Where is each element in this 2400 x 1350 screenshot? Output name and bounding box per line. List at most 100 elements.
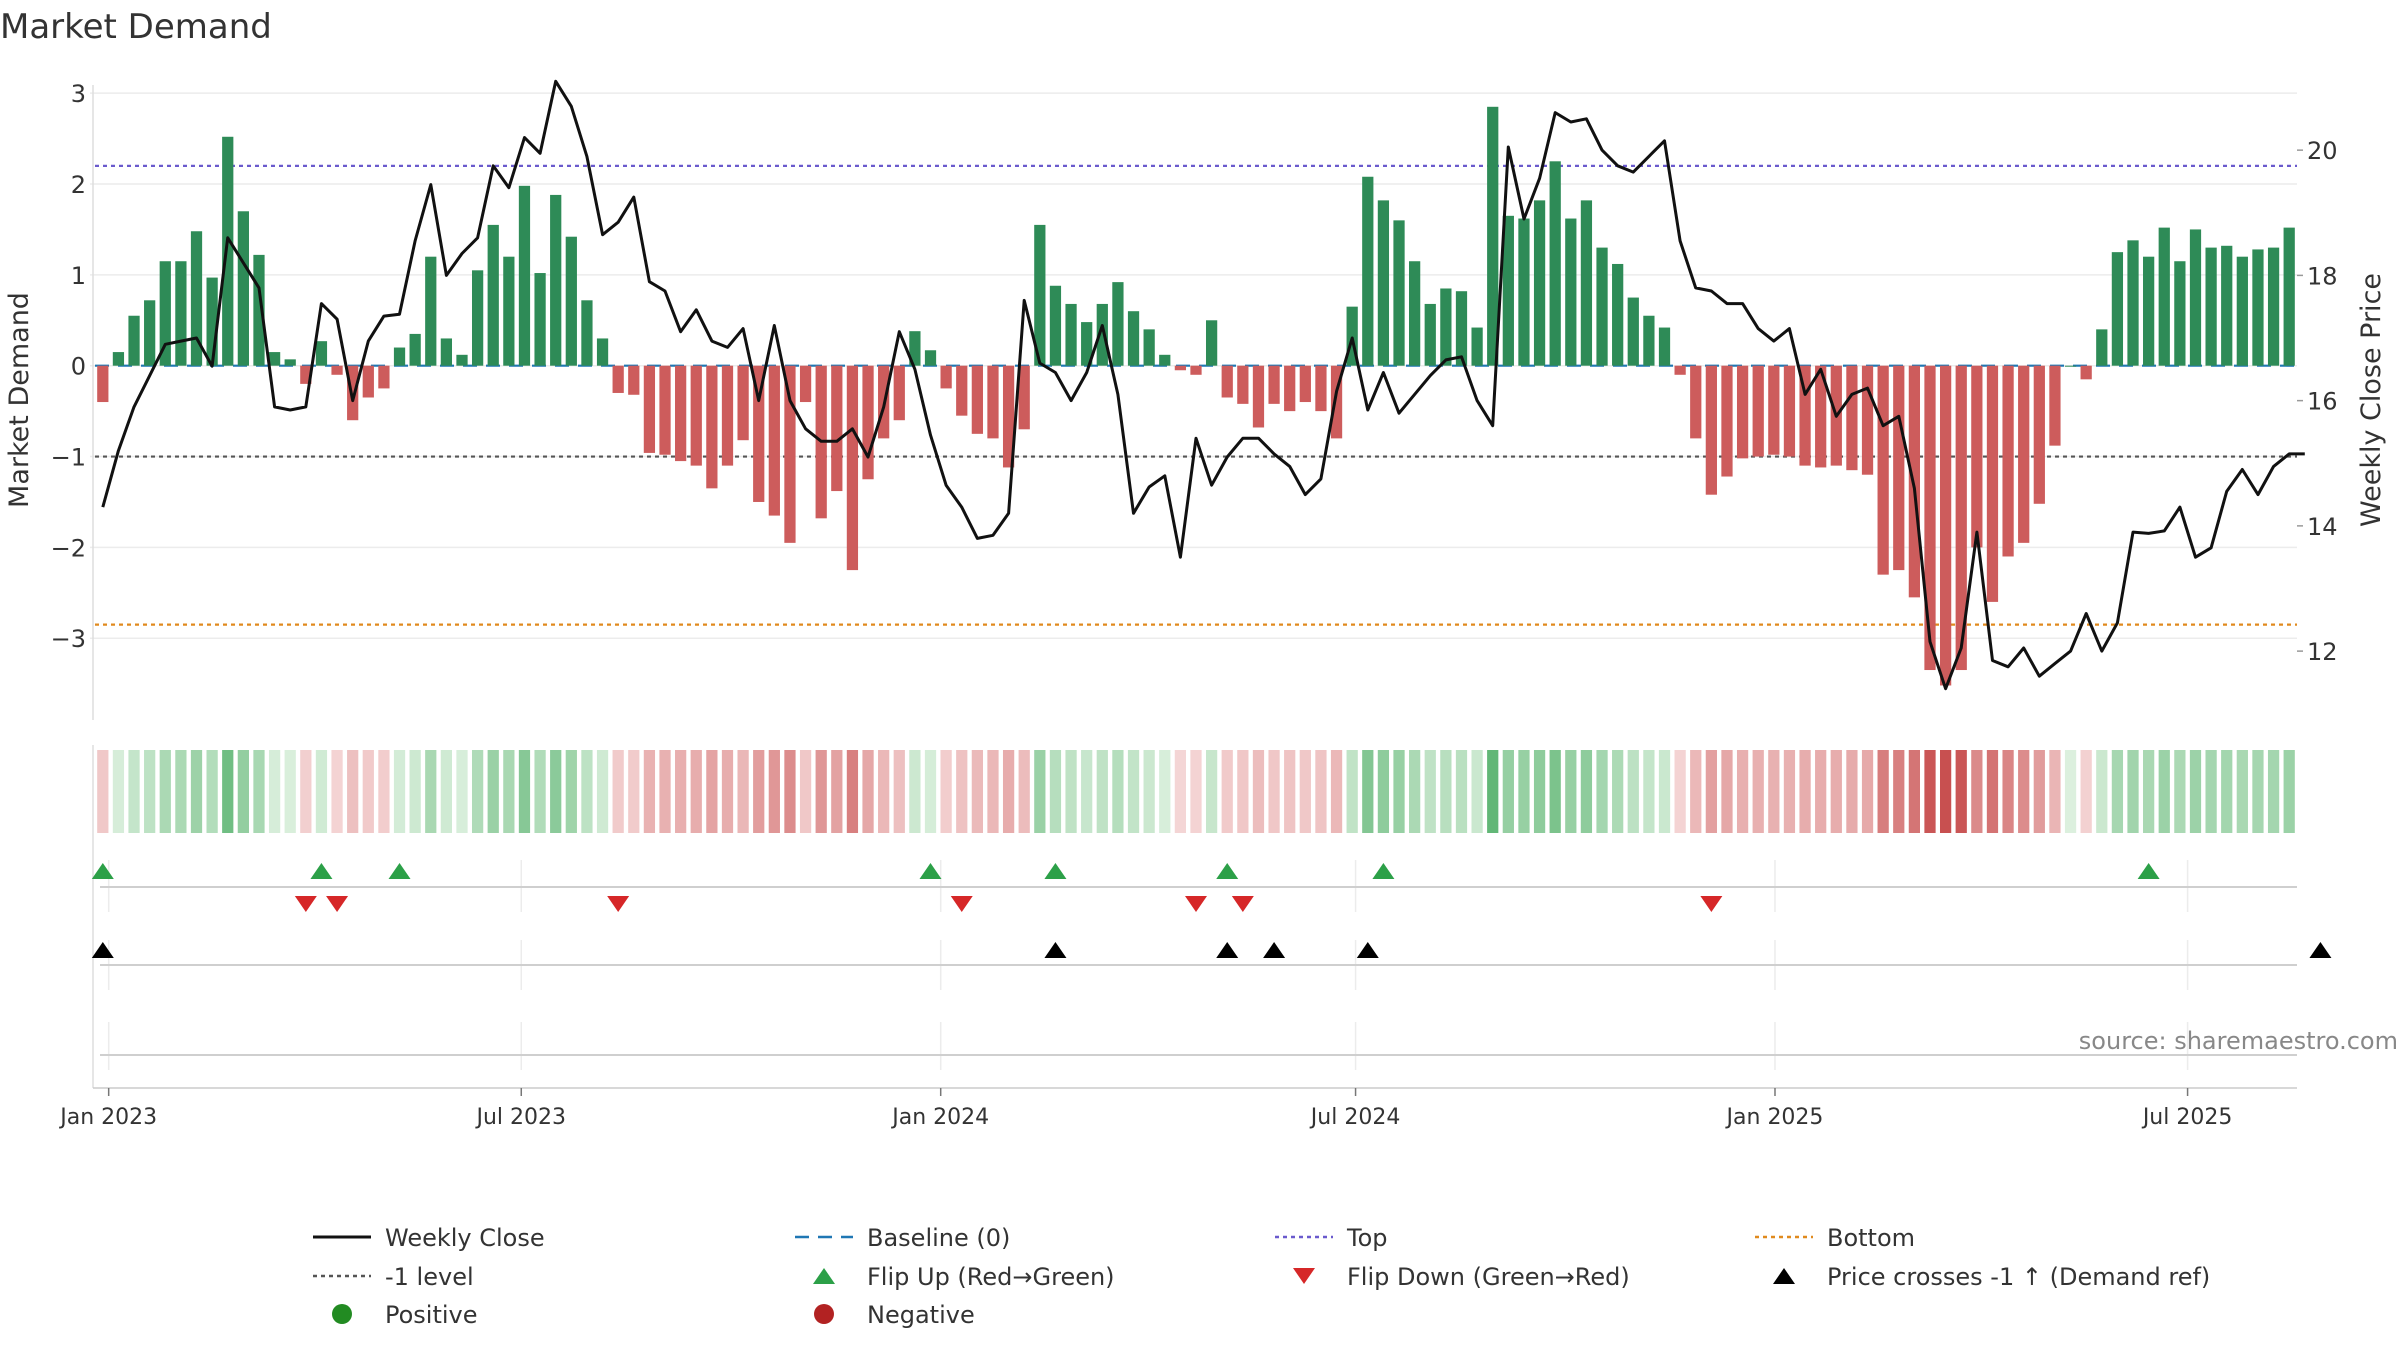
- heat-cell: [1877, 750, 1889, 833]
- x-tick-label: Jul 2024: [1309, 1105, 1401, 1130]
- heat-cell: [1346, 750, 1358, 833]
- heat-cell: [237, 750, 249, 833]
- heat-cell: [1174, 750, 1187, 833]
- demand-bar-negative: [971, 365, 983, 434]
- heat-cell: [1549, 750, 1561, 833]
- heat-cell: [2189, 750, 2202, 833]
- heat-cell: [2127, 750, 2139, 833]
- price-cross-marker: [2309, 942, 2332, 958]
- demand-bar-negative: [1299, 365, 1311, 403]
- heat-cell: [2096, 750, 2108, 833]
- demand-bar-positive: [1346, 306, 1358, 366]
- left-tick-label: 3: [71, 80, 86, 108]
- demand-bar-negative: [1705, 365, 1717, 495]
- demand-bar-positive: [596, 338, 609, 366]
- legend-label: -1 level: [385, 1263, 474, 1291]
- heat-cell: [97, 750, 109, 833]
- heat-cell: [909, 750, 921, 833]
- demand-bar-negative: [362, 365, 374, 398]
- heat-cell: [831, 750, 843, 833]
- demand-bar-positive: [909, 331, 921, 366]
- heat-cell: [1627, 750, 1639, 833]
- heat-cell: [1081, 750, 1093, 833]
- demand-bar-positive: [222, 136, 234, 366]
- demand-bar-negative: [1768, 365, 1780, 455]
- heat-cell: [347, 750, 359, 833]
- demand-bar-positive: [1362, 176, 1374, 366]
- demand-bar-positive: [425, 256, 437, 366]
- demand-bar-negative: [1690, 365, 1702, 439]
- heat-cell: [1127, 750, 1140, 833]
- heat-cell: [1112, 750, 1124, 833]
- source-note: source: sharemaestro.com: [2079, 1027, 2398, 1055]
- heat-cell: [924, 750, 937, 833]
- heat-cell: [862, 750, 874, 833]
- demand-bar-negative: [956, 365, 968, 416]
- demand-bar-positive: [1127, 311, 1140, 366]
- heat-cell: [987, 750, 999, 833]
- demand-bar-positive: [190, 231, 203, 366]
- heat-cell: [799, 750, 812, 833]
- heat-cell: [1440, 750, 1452, 833]
- demand-bar-negative: [1674, 365, 1686, 375]
- demand-bar-positive: [1627, 297, 1639, 366]
- legend-label: Price crosses -1 ↑ (Demand ref): [1827, 1263, 2210, 1291]
- demand-bar-positive: [534, 273, 546, 366]
- demand-bar-negative: [1221, 365, 1233, 398]
- heat-cell: [175, 750, 187, 833]
- legend-label: Baseline (0): [867, 1224, 1010, 1252]
- demand-bar-positive: [2267, 247, 2280, 366]
- heat-cell: [690, 750, 702, 833]
- heat-cell: [1643, 750, 1655, 833]
- left-axis-label: Market Demand: [4, 292, 35, 508]
- demand-bar-positive: [2174, 261, 2186, 366]
- heat-cell: [878, 750, 890, 833]
- demand-bar-negative: [300, 365, 312, 384]
- demand-bar-positive: [2189, 229, 2202, 366]
- heat-cell: [737, 750, 749, 833]
- demand-bar-positive: [487, 224, 499, 366]
- heat-cell: [1565, 750, 1577, 833]
- demand-bar-positive: [1393, 220, 1405, 366]
- demand-bar-negative: [1924, 365, 1936, 671]
- demand-bar-negative: [97, 365, 109, 403]
- right-tick-label: 12: [2307, 638, 2338, 666]
- heat-cell: [1939, 750, 1952, 833]
- heat-cell: [1768, 750, 1780, 833]
- right-axis-label: Weekly Close Price: [2356, 273, 2387, 527]
- demand-bar-positive: [1065, 303, 1077, 366]
- left-tick-label: −2: [51, 534, 86, 562]
- demand-bar-negative: [1971, 365, 1983, 548]
- heat-cell: [2111, 750, 2124, 833]
- demand-bar-negative: [2002, 365, 2014, 557]
- demand-bar-negative: [378, 365, 390, 389]
- legend-swatch-triangle: [1293, 1268, 1315, 1284]
- demand-bar-negative: [1174, 365, 1187, 371]
- heat-cell: [159, 750, 171, 833]
- flip-down-marker: [1700, 896, 1723, 912]
- demand-bar-positive: [112, 352, 125, 366]
- heat-cell: [753, 750, 765, 833]
- demand-bar-positive: [284, 359, 296, 366]
- flip-down-marker: [326, 896, 349, 912]
- heat-cell: [2002, 750, 2014, 833]
- flip-up-marker: [91, 863, 114, 879]
- demand-bar-positive: [1565, 218, 1577, 366]
- heat-cell: [1096, 750, 1108, 833]
- heat-cell: [596, 750, 609, 833]
- heat-cell: [425, 750, 437, 833]
- demand-bar-positive: [1159, 354, 1171, 366]
- heat-cell: [1580, 750, 1593, 833]
- demand-bar-negative: [1237, 365, 1249, 404]
- heat-cell: [2033, 750, 2045, 833]
- heat-cell: [362, 750, 374, 833]
- demand-bar-positive: [1409, 261, 1421, 366]
- heat-cell: [440, 750, 453, 833]
- heat-cell: [2267, 750, 2280, 833]
- heat-cell: [393, 750, 406, 833]
- demand-bar-positive: [1487, 106, 1499, 366]
- heat-cell: [1830, 750, 1842, 833]
- heat-cell: [2049, 750, 2061, 833]
- heat-cell: [1393, 750, 1405, 833]
- demand-bar-negative: [1315, 365, 1327, 412]
